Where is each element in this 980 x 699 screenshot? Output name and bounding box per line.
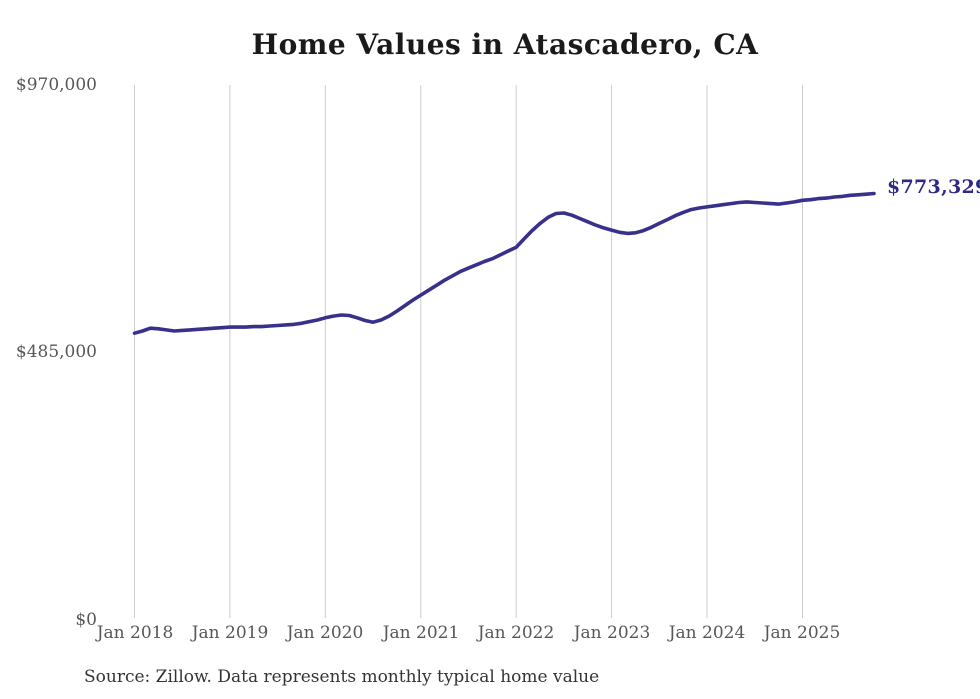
x-tick-label: Jan 2023 (573, 623, 651, 643)
end-value-label: $773,329 (887, 176, 980, 198)
chart-title: Home Values in Atascadero, CA (251, 28, 759, 61)
source-note: Source: Zillow. Data represents monthly … (84, 667, 600, 687)
x-tick-label: Jan 2025 (763, 623, 841, 643)
y-tick-label: $485,000 (15, 342, 97, 362)
x-tick-label: Jan 2018 (96, 623, 174, 643)
x-tick-label: Jan 2020 (286, 623, 364, 643)
x-tick-label: Jan 2024 (668, 623, 746, 643)
gridlines (134, 85, 803, 618)
x-tick-label: Jan 2019 (191, 623, 269, 643)
home-value-line (132, 191, 876, 336)
x-tick-label: Jan 2021 (382, 623, 460, 643)
y-tick-label: $0 (75, 610, 97, 630)
y-tick-label: $970,000 (15, 75, 97, 95)
x-tick-label: Jan 2022 (477, 623, 555, 643)
